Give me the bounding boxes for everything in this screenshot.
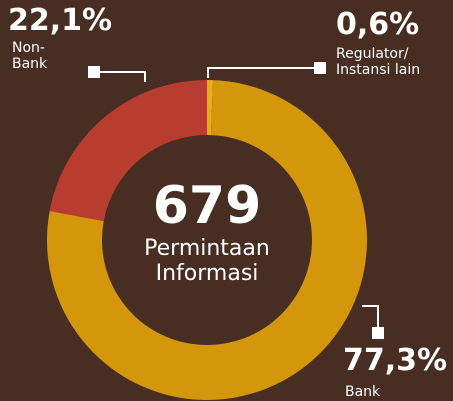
value-label: 0,6% [336,7,420,42]
category-label: Bank [345,384,381,400]
total-label: 679 [152,176,262,236]
value-label: 22,1% [8,3,113,38]
leader-line [207,67,320,78]
leader-marker [88,66,100,78]
leader-line [94,71,146,82]
value-label: 77,3% [343,343,448,378]
slice [49,80,207,221]
leader-marker [372,327,384,339]
leader-marker [314,62,326,74]
slice [207,80,214,136]
slice [46,80,368,401]
category-label: Non- Bank [12,40,48,72]
leader-line [362,305,379,333]
category-label: Regulator/ Instansi lain [336,46,421,78]
subtitle: Permintaan Informasi [144,236,270,286]
